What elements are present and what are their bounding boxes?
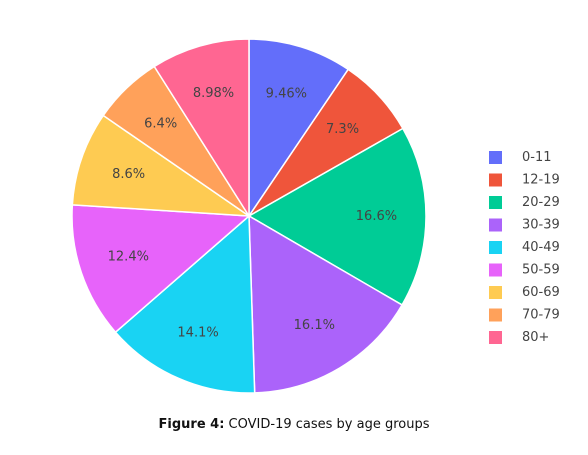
legend-label-60-69: 60-69 (522, 285, 560, 300)
legend-label-50-59: 50-59 (522, 263, 560, 278)
pie-slices (71, 38, 427, 394)
legend-swatch-80+ (489, 331, 502, 344)
legend-swatch-0-11 (489, 151, 502, 164)
slice-label-40-49: 14.1% (177, 325, 218, 340)
legend-swatch-50-59 (489, 263, 502, 277)
legend-swatch-40-49 (489, 241, 502, 254)
legend-label-20-29: 20-29 (522, 195, 560, 210)
legend-swatch-12-19 (489, 173, 502, 187)
pie-slice-40-49 (114, 214, 256, 394)
pie-slice-80+ (153, 38, 250, 219)
pie-slice-20-29 (247, 127, 427, 306)
pie-slice-60-69 (71, 114, 252, 217)
pie-slice-50-59 (71, 204, 251, 334)
pie-slice-0-11 (248, 38, 350, 219)
slice-label-80+: 8.98% (193, 86, 234, 101)
slice-label-60-69: 8.6% (112, 167, 145, 182)
slice-label-50-59: 12.4% (108, 249, 149, 264)
legend-label-80+: 80+ (522, 330, 549, 345)
legend-swatch-20-29 (489, 196, 502, 209)
legend-swatch-60-69 (489, 286, 502, 299)
legend-swatch-30-39 (489, 218, 502, 232)
slice-label-20-29: 16.6% (356, 209, 397, 224)
legend-swatch-70-79 (489, 308, 502, 322)
slice-label-12-19: 7.3% (326, 122, 359, 137)
slice-label-30-39: 16.1% (294, 318, 335, 333)
legend-label-70-79: 70-79 (522, 308, 560, 323)
pie-chart: 9.46% 7.3% 16.6% 16.1% 14.1% 12.4% 8.6% 6.4% 8.9… (71, 38, 560, 394)
caption-prefix: Figure 4: (158, 417, 225, 432)
legend: 0-11 12-19 20-29 30-39 40-49 50-59 60-69 70-79 8… (489, 150, 560, 345)
slice-label-0-11: 9.46% (266, 87, 307, 102)
legend-label-0-11: 0-11 (522, 150, 552, 165)
figure-caption: Figure 4: COVID-19 cases by age groups (0, 417, 588, 432)
legend-label-30-39: 30-39 (522, 218, 560, 233)
caption-text: COVID-19 cases by age groups (224, 417, 430, 432)
slice-label-70-79: 6.4% (144, 117, 177, 132)
legend-label-12-19: 12-19 (522, 173, 560, 188)
pie-slice-30-39 (248, 214, 404, 394)
legend-label-40-49: 40-49 (522, 240, 560, 255)
pie-slice-labels: 9.46% 7.3% 16.6% 16.1% 14.1% 12.4% 8.6% 6.4% 8.9… (108, 86, 397, 340)
